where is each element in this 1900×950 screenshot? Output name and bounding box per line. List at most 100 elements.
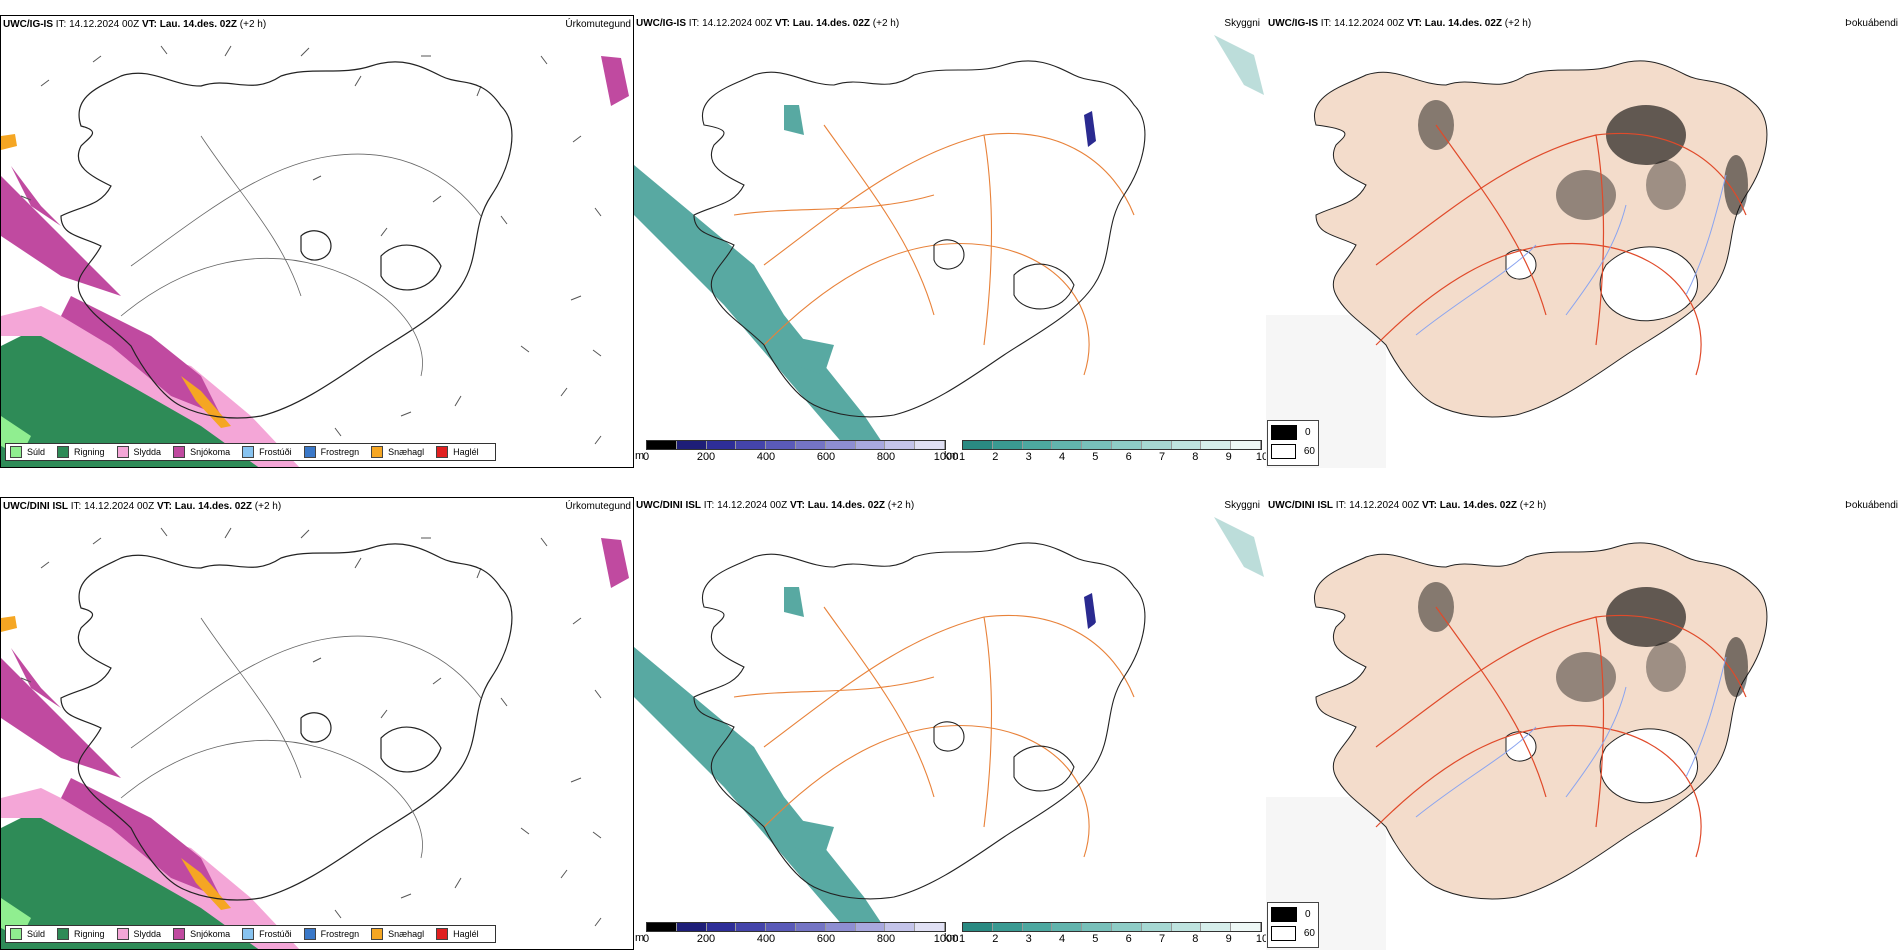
height-scale-tick: 0 xyxy=(642,451,650,463)
lead-time: (+2 h) xyxy=(872,18,900,29)
it-value: 14.12.2024 00Z xyxy=(84,501,155,512)
precip-areas xyxy=(1,56,629,467)
precip-legend-label: Frostúði xyxy=(259,447,292,457)
it-value: 14.12.2024 00Z xyxy=(1349,500,1420,511)
panel-header: UWC/IG-IS IT: 14.12.2024 00Z VT: Lau. 14… xyxy=(636,18,899,29)
iceland-outline xyxy=(60,543,513,901)
visibility-scale-tick: 6 xyxy=(1125,933,1132,945)
visibility-scale-tick: 7 xyxy=(1158,451,1166,463)
it-value: 14.12.2024 00Z xyxy=(717,500,788,511)
precip-legend-swatch xyxy=(116,928,129,940)
height-scale-tick: 200 xyxy=(696,451,716,463)
precip-legend-swatch xyxy=(303,446,316,458)
visibility-panel: 23 UWC/IG-IS IT: 14.12.2024 00Z VT: Lau.… xyxy=(634,15,1266,468)
visibility-scale-tick: 4 xyxy=(1058,451,1066,463)
lead-time: (+2 h) xyxy=(887,500,915,511)
precip-legend-swatch xyxy=(242,928,255,940)
vt-value: Lau. 14.des. 02Z xyxy=(792,18,871,29)
panel-header: UWC/IG-IS IT: 14.12.2024 00Z VT: Lau. 14… xyxy=(3,19,266,30)
fog-panel: UWC/IG-IS IT: 14.12.2024 00Z VT: Lau. 14… xyxy=(1266,15,1900,468)
vt-label: VT: xyxy=(789,500,805,511)
visibility-scale-tick: 2 xyxy=(992,933,999,945)
vt-label: VT: xyxy=(1406,18,1422,29)
height-scale-tick: 800 xyxy=(876,451,896,463)
precip-legend-item: Rigning xyxy=(57,446,105,458)
precip-legend-label: Slydda xyxy=(133,447,162,457)
roads xyxy=(1375,606,1747,858)
precip-legend-swatch xyxy=(57,446,70,458)
precip-legend-label: Frostúði xyxy=(259,929,292,939)
precip-legend-item: Frostúði xyxy=(242,928,292,940)
it-label: IT: xyxy=(55,19,67,30)
precip-legend-swatch xyxy=(173,928,186,940)
visibility-scale-tick: 9 xyxy=(1225,451,1232,463)
precip-legend-label: Rigning xyxy=(74,447,105,457)
visibility-scale-tick: 3 xyxy=(1025,933,1032,945)
it-label: IT: xyxy=(1335,500,1347,511)
vt-label: VT: xyxy=(141,19,157,30)
precip-legend-swatch xyxy=(436,928,449,940)
precip-legend: Súld Rigning Slydda Snjókoma Frostúði Frostre… xyxy=(5,925,496,943)
roads xyxy=(120,135,482,377)
lake-value-label: 208 xyxy=(794,619,811,630)
precip-legend-item: Snæhagl xyxy=(371,928,424,940)
visibility-map: 23 xyxy=(634,35,1264,445)
it-label: IT: xyxy=(1320,18,1332,29)
precip-legend-swatch xyxy=(10,928,22,940)
visibility-scale-tick: 3 xyxy=(1025,451,1032,463)
fog-map xyxy=(1266,542,1768,950)
precip-legend-item: Snjókoma xyxy=(173,446,230,458)
vt-value: Lau. 14.des. 02Z xyxy=(1439,500,1518,511)
height-scale-tick: 600 xyxy=(816,451,836,463)
precip-type-map xyxy=(1,45,629,467)
precip-legend-label: Snæhagl xyxy=(388,929,425,939)
height-scale-tick: 200 xyxy=(696,933,716,945)
precip-legend-swatch xyxy=(242,446,255,458)
height-scale-tick: 800 xyxy=(876,933,896,945)
precip-legend-label: Súld xyxy=(27,929,46,939)
precip-legend-swatch xyxy=(436,446,449,458)
precip-legend-item: Súld xyxy=(10,446,45,458)
height-scale-ticks: 0 200 400 600 800 1000 xyxy=(642,933,958,947)
vt-value: Lau. 14.des. 02Z xyxy=(174,501,253,512)
precip-legend-item: Súld xyxy=(10,928,45,940)
visibility-scale-tick: 6 xyxy=(1125,451,1132,463)
fog-legend-label: 0 xyxy=(1305,909,1311,920)
roads xyxy=(120,617,482,859)
precip-legend-item: Haglél xyxy=(436,928,479,940)
fog-legend-label: 0 xyxy=(1305,427,1311,438)
panel-title: Skyggni xyxy=(1224,18,1260,29)
panel-header: UWC/IG-IS IT: 14.12.2024 00Z VT: Lau. 14… xyxy=(1268,18,1531,29)
fog-legend-swatch xyxy=(1271,907,1297,922)
lead-time: (+2 h) xyxy=(239,19,267,30)
lake-value-label: 23 xyxy=(794,137,806,148)
precip-legend-label: Snjókoma xyxy=(190,929,231,939)
fog-legend-item: 0 xyxy=(1271,425,1315,440)
low-visibility-areas xyxy=(634,35,1264,445)
precip-legend-label: Rigning xyxy=(74,929,105,939)
iceland-outline xyxy=(693,542,1146,900)
height-scale-bar xyxy=(646,440,946,450)
low-visibility-areas xyxy=(634,517,1264,927)
precip-legend-item: Snæhagl xyxy=(371,446,424,458)
visibility-scale-tick: 2 xyxy=(992,451,999,463)
panel-header: UWC/DINI ISL IT: 14.12.2024 00Z VT: Lau.… xyxy=(3,501,281,512)
height-scale-tick: 0 xyxy=(642,933,650,945)
rivers xyxy=(1415,656,1727,818)
lead-time: (+2 h) xyxy=(254,501,282,512)
vt-label: VT: xyxy=(1421,500,1437,511)
precip-type-panel: UWC/IG-IS IT: 14.12.2024 00Z VT: Lau. 14… xyxy=(0,15,634,468)
visibility-scale-tick: 4 xyxy=(1058,933,1066,945)
precip-legend-label: Frostregn xyxy=(320,447,360,457)
vt-value: Lau. 14.des. 02Z xyxy=(159,19,238,30)
iceland-outline xyxy=(60,61,513,419)
panel-header: UWC/DINI ISL IT: 14.12.2024 00Z VT: Lau.… xyxy=(1268,500,1546,511)
visibility-scale-tick: 5 xyxy=(1092,451,1099,463)
visibility-scale-tick: 7 xyxy=(1158,933,1166,945)
it-label: IT: xyxy=(703,500,715,511)
fog-panel: UWC/DINI ISL IT: 14.12.2024 00Z VT: Lau.… xyxy=(1266,497,1900,950)
vt-value: Lau. 14.des. 02Z xyxy=(807,500,886,511)
visibility-scale: 1 2 3 4 5 6 7 8 9 10 xyxy=(959,922,1266,947)
panel-header: UWC/DINI ISL IT: 14.12.2024 00Z VT: Lau.… xyxy=(636,500,914,511)
forecast-row: UWC/IG-IS IT: 14.12.2024 00Z VT: Lau. 14… xyxy=(0,15,1900,468)
